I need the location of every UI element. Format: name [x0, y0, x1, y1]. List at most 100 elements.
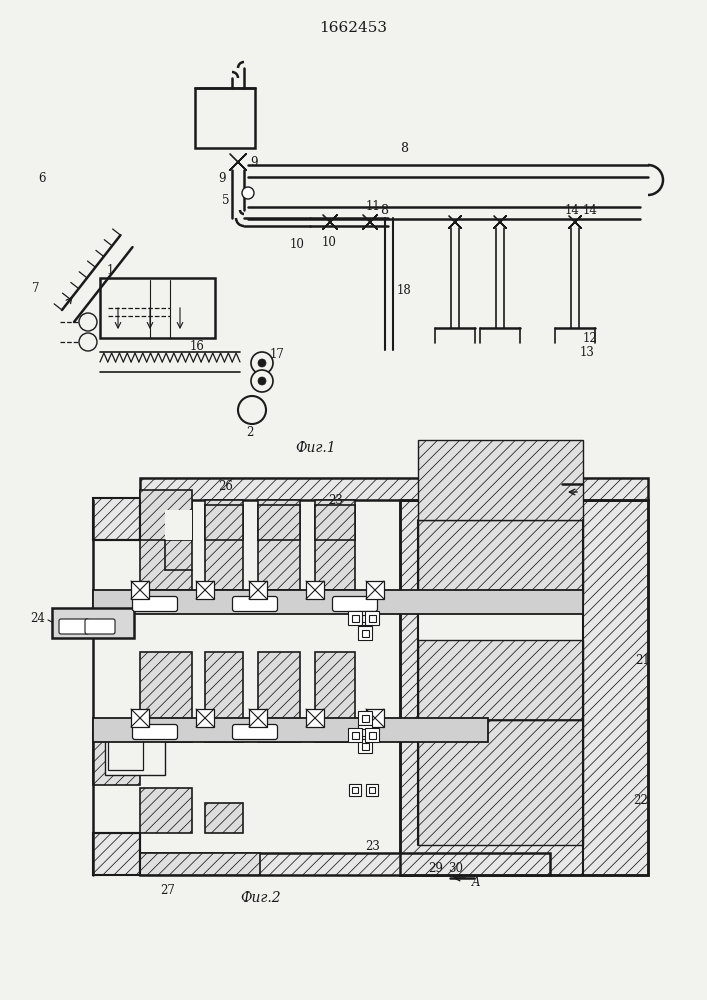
Bar [358, 626, 372, 640]
Bar [361, 742, 368, 750]
Bar [368, 732, 375, 738]
Circle shape [258, 377, 266, 385]
Bar [315, 500, 355, 590]
Circle shape [251, 352, 273, 374]
Text: 9: 9 [218, 172, 226, 184]
FancyBboxPatch shape [85, 619, 115, 634]
Bar [358, 711, 372, 725]
Bar [140, 788, 192, 833]
Text: 29: 29 [428, 861, 443, 874]
Bar [358, 725, 372, 739]
Text: Фиг.2: Фиг.2 [240, 891, 281, 905]
Bar [365, 728, 379, 742]
Bar [418, 520, 583, 600]
Circle shape [258, 359, 266, 367]
Text: 27: 27 [160, 884, 175, 896]
Bar [306, 709, 324, 727]
Bar [131, 709, 149, 727]
Bar [358, 611, 372, 625]
Bar [140, 478, 648, 500]
Bar [361, 614, 368, 621]
Bar [140, 853, 550, 875]
Text: 7: 7 [32, 282, 40, 294]
Text: 10: 10 [290, 238, 305, 251]
Text: Фиг.1: Фиг.1 [295, 441, 336, 455]
Bar [93, 833, 140, 875]
Text: 22: 22 [633, 794, 648, 806]
Circle shape [79, 333, 97, 351]
Bar [93, 733, 140, 785]
Bar [366, 784, 378, 796]
Circle shape [238, 396, 266, 424]
Text: 10: 10 [322, 235, 337, 248]
Text: 17: 17 [270, 349, 285, 361]
Text: 14: 14 [583, 204, 598, 217]
Text: 28: 28 [488, 536, 503, 548]
Text: 19: 19 [530, 536, 545, 548]
Bar [306, 581, 324, 599]
Bar [249, 709, 267, 727]
Bar [195, 88, 255, 148]
Bar [418, 525, 583, 845]
Bar [52, 608, 134, 638]
Bar [351, 732, 358, 738]
Bar [352, 787, 358, 793]
Text: A: A [548, 478, 557, 490]
Circle shape [79, 313, 97, 331]
Bar [196, 581, 214, 599]
Text: 5: 5 [222, 194, 230, 207]
Bar [400, 500, 648, 875]
Bar [348, 611, 362, 625]
Bar [140, 500, 192, 590]
Bar [93, 718, 488, 742]
Bar [418, 720, 583, 845]
Bar [140, 853, 260, 875]
Text: 1662453: 1662453 [319, 21, 387, 35]
Bar [249, 581, 267, 599]
Bar [93, 498, 140, 540]
Text: 15: 15 [468, 478, 483, 490]
Bar [315, 505, 355, 540]
Bar [400, 500, 648, 875]
Bar [361, 714, 368, 722]
Text: 8: 8 [400, 141, 408, 154]
Bar [366, 709, 384, 727]
Bar [349, 784, 361, 796]
Bar [93, 590, 583, 614]
Text: 12: 12 [583, 332, 597, 344]
Bar [365, 611, 379, 625]
Text: 23: 23 [328, 493, 343, 506]
Bar [205, 803, 243, 833]
Circle shape [251, 370, 273, 392]
Bar [205, 500, 243, 590]
FancyBboxPatch shape [332, 596, 378, 611]
Text: 30: 30 [448, 861, 463, 874]
Text: 13: 13 [580, 346, 595, 359]
Circle shape [242, 187, 254, 199]
Text: 1: 1 [107, 263, 115, 276]
Bar [315, 652, 355, 742]
Bar [205, 505, 243, 540]
Text: 23: 23 [365, 840, 380, 852]
Bar [361, 630, 368, 637]
Text: 21: 21 [635, 654, 650, 666]
Bar [131, 581, 149, 599]
Bar [258, 652, 300, 742]
Bar [258, 500, 300, 590]
Bar [140, 652, 192, 742]
Bar [351, 614, 358, 621]
Text: 25: 25 [125, 752, 140, 764]
Bar [196, 709, 214, 727]
Text: 9: 9 [250, 155, 257, 168]
Bar [368, 614, 375, 621]
Text: 16: 16 [190, 340, 205, 354]
Text: 6: 6 [38, 172, 45, 184]
Bar [361, 728, 368, 736]
FancyBboxPatch shape [132, 596, 177, 611]
Text: 26: 26 [218, 480, 233, 492]
Bar [140, 490, 192, 540]
Bar [100, 278, 215, 338]
Text: 11: 11 [366, 200, 381, 213]
Text: 2: 2 [246, 426, 253, 438]
Bar [258, 505, 300, 540]
